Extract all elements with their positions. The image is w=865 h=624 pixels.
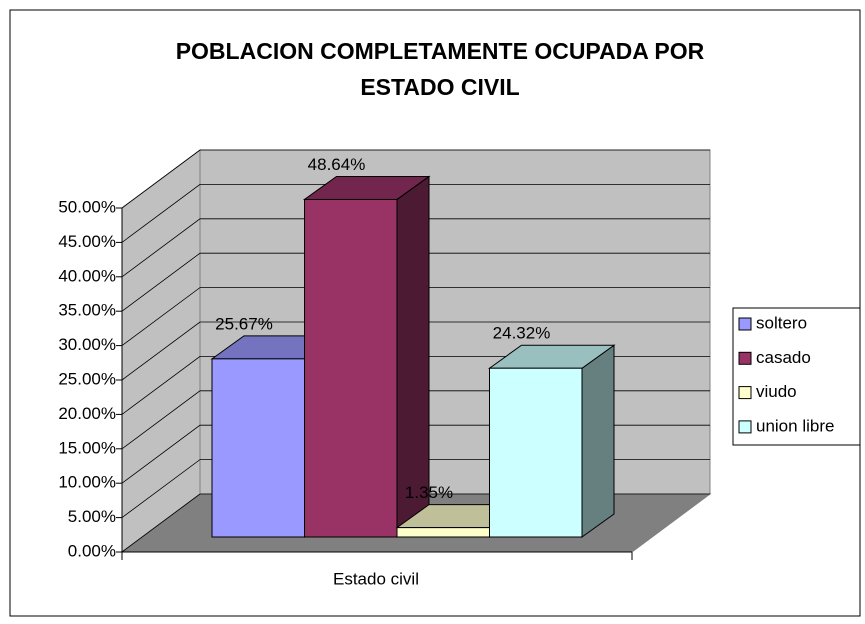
data-label: 25.67% <box>215 314 273 333</box>
bar <box>489 367 583 538</box>
bar <box>396 527 490 538</box>
legend-label: soltero <box>756 313 807 332</box>
legend-swatch <box>738 386 752 400</box>
legend-label: viudo <box>756 382 797 401</box>
y-tick-label: 0.00% <box>68 541 116 560</box>
y-tick-label: 40.00% <box>58 266 116 285</box>
data-label: 24.32% <box>493 324 551 343</box>
y-tick-label: 50.00% <box>58 197 116 216</box>
data-label: 1.35% <box>405 483 453 502</box>
legend-swatch <box>738 420 752 434</box>
chart-title: ESTADO CIVIL <box>360 74 519 100</box>
x-tick-label: Estado civil <box>333 569 419 588</box>
legend-label: casado <box>756 348 811 367</box>
y-tick-label: 15.00% <box>58 438 116 457</box>
bar-side <box>581 344 615 538</box>
data-label: 48.64% <box>308 155 366 174</box>
grid-line <box>121 149 710 209</box>
grid-line <box>121 287 710 346</box>
legend-swatch <box>738 351 752 365</box>
y-tick-label: 5.00% <box>68 507 116 526</box>
y-tick-label: 30.00% <box>58 335 116 354</box>
bar <box>211 358 305 538</box>
chart-title: POBLACION COMPLETAMENTE OCUPADA POR <box>176 38 705 64</box>
legend <box>732 307 861 446</box>
grid-line <box>121 252 710 312</box>
grid-line <box>121 218 710 278</box>
legend-label: union libre <box>756 416 834 435</box>
grid-line <box>121 183 710 243</box>
bar <box>304 198 398 538</box>
grid-line <box>121 321 710 381</box>
legend-swatch <box>738 317 752 331</box>
y-tick-label: 10.00% <box>58 473 116 492</box>
y-tick-label: 20.00% <box>58 404 116 423</box>
y-tick-label: 45.00% <box>58 232 116 251</box>
y-tick-label: 35.00% <box>58 301 116 320</box>
y-tick-label: 25.00% <box>58 369 116 388</box>
